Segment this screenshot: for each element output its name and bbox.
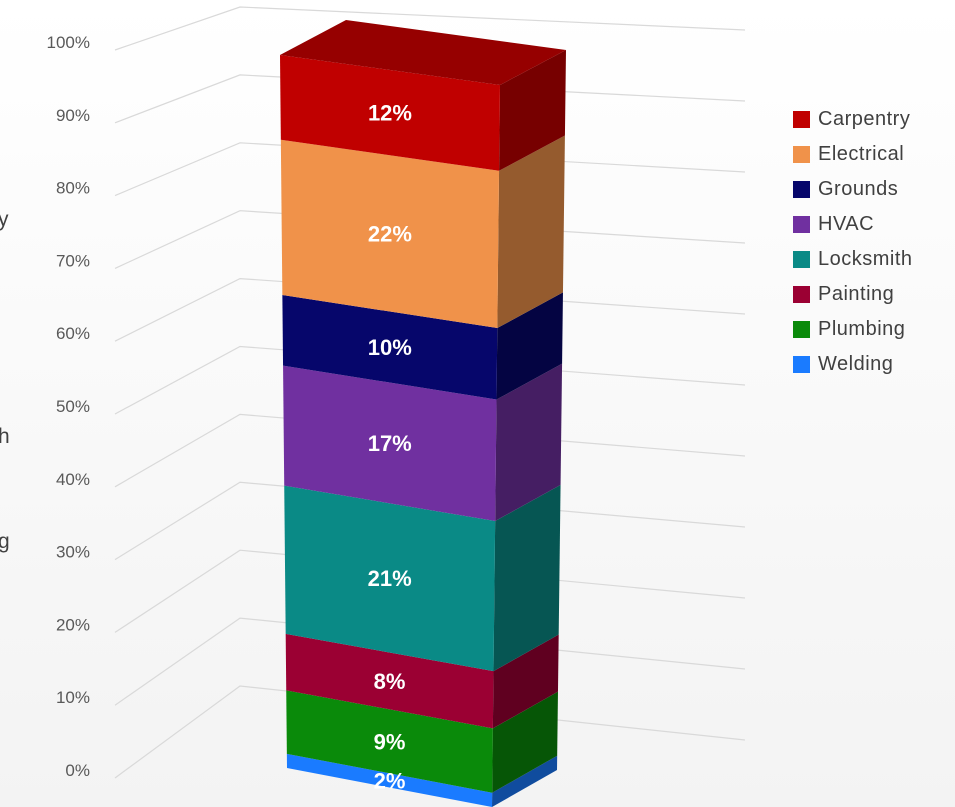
legend-item-painting: Painting xyxy=(793,281,913,308)
segment-front-locksmith xyxy=(284,485,496,672)
data-label-electrical: 22% xyxy=(368,221,412,246)
legend-label: Welding xyxy=(818,353,894,375)
segment-front-plumbing xyxy=(286,690,493,793)
segment-side-electrical xyxy=(497,135,565,329)
gridline xyxy=(114,481,746,561)
legend-swatch xyxy=(793,181,810,198)
legend-swatch xyxy=(793,356,810,373)
segment-front-grounds xyxy=(282,295,498,400)
data-label-plumbing: 9% xyxy=(374,729,406,754)
data-label-welding: 2% xyxy=(374,768,406,793)
segment-side-welding xyxy=(492,755,558,807)
y-tick-label: 0% xyxy=(65,761,90,780)
legend-label: Locksmith xyxy=(818,248,913,270)
data-labels: 2% 9% 8% 21% 17% 10% 22% 12% xyxy=(368,101,412,794)
legend-item-carpentry: Carpentry xyxy=(793,106,913,133)
legend-item-hvac: HVAC xyxy=(793,211,913,238)
legend-label: Grounds xyxy=(818,178,899,200)
legend-label: HVAC xyxy=(818,213,875,235)
segment-side-painting xyxy=(492,634,559,729)
y-tick-label: 80% xyxy=(56,179,90,198)
data-label-hvac: 17% xyxy=(368,431,412,456)
segment-front-carpentry xyxy=(280,55,500,171)
y-axis-tick-labels: 0% 10% 20% 30% 40% 50% 60% 70% 80% 90% 100% xyxy=(47,33,90,780)
cropped-text-fragment-2: h xyxy=(0,425,10,448)
cropped-text-fragment-1: y xyxy=(0,208,9,231)
legend-label: Carpentry xyxy=(818,108,911,130)
legend-item-plumbing: Plumbing xyxy=(793,316,913,343)
gridline xyxy=(114,142,746,197)
gridline xyxy=(114,277,746,342)
legend-item-electrical: Electrical xyxy=(793,141,913,168)
y-tick-label: 30% xyxy=(56,543,90,562)
y-tick-label: 10% xyxy=(56,688,90,707)
segment-side-carpentry xyxy=(499,50,566,171)
y-tick-label: 50% xyxy=(56,397,90,416)
segment-front-welding xyxy=(286,753,493,807)
y-tick-label: 40% xyxy=(56,470,90,489)
gridline xyxy=(114,685,746,779)
legend-swatch xyxy=(793,111,810,128)
legend-item-grounds: Grounds xyxy=(793,176,913,203)
data-label-locksmith: 21% xyxy=(368,566,412,591)
legend-item-welding: Welding xyxy=(793,351,913,378)
segment-side-plumbing xyxy=(492,691,558,793)
legend-label: Electrical xyxy=(818,143,905,165)
cropped-left-text: y h g xyxy=(0,208,10,553)
y-tick-label: 60% xyxy=(56,324,90,343)
data-label-carpentry: 12% xyxy=(368,101,412,126)
data-label-grounds: 10% xyxy=(368,335,412,360)
legend-item-locksmith: Locksmith xyxy=(793,246,913,273)
legend-swatch xyxy=(793,321,810,338)
stacked-column xyxy=(280,20,566,807)
legend-label: Plumbing xyxy=(818,318,906,340)
legend-label: Painting xyxy=(818,283,895,305)
y-tick-label: 90% xyxy=(56,106,90,125)
gridline xyxy=(114,74,746,124)
segment-top-carpentry xyxy=(280,20,566,85)
legend-swatch xyxy=(793,146,810,163)
y-tick-label: 70% xyxy=(56,251,90,270)
gridlines xyxy=(114,6,746,779)
segment-front-electrical xyxy=(280,139,500,329)
gridline xyxy=(114,617,746,706)
y-tick-label: 100% xyxy=(47,33,90,52)
legend: Carpentry Electrical Grounds HVAC Locksmith P… xyxy=(793,106,913,378)
cropped-text-fragment-3: g xyxy=(0,530,10,553)
segment-side-grounds xyxy=(496,292,563,400)
gridline xyxy=(114,413,746,488)
data-label-painting: 8% xyxy=(374,669,406,694)
segment-side-hvac xyxy=(495,363,563,522)
segment-front-painting xyxy=(285,633,494,729)
segment-front-hvac xyxy=(283,365,497,522)
segment-side-locksmith xyxy=(493,484,561,672)
y-tick-label: 20% xyxy=(56,615,90,634)
gridline xyxy=(114,549,746,633)
legend-swatch xyxy=(793,216,810,233)
legend-swatch xyxy=(793,251,810,268)
legend-swatch xyxy=(793,286,810,303)
gridline xyxy=(114,6,746,51)
gridline xyxy=(114,345,746,415)
gridline xyxy=(114,210,746,269)
